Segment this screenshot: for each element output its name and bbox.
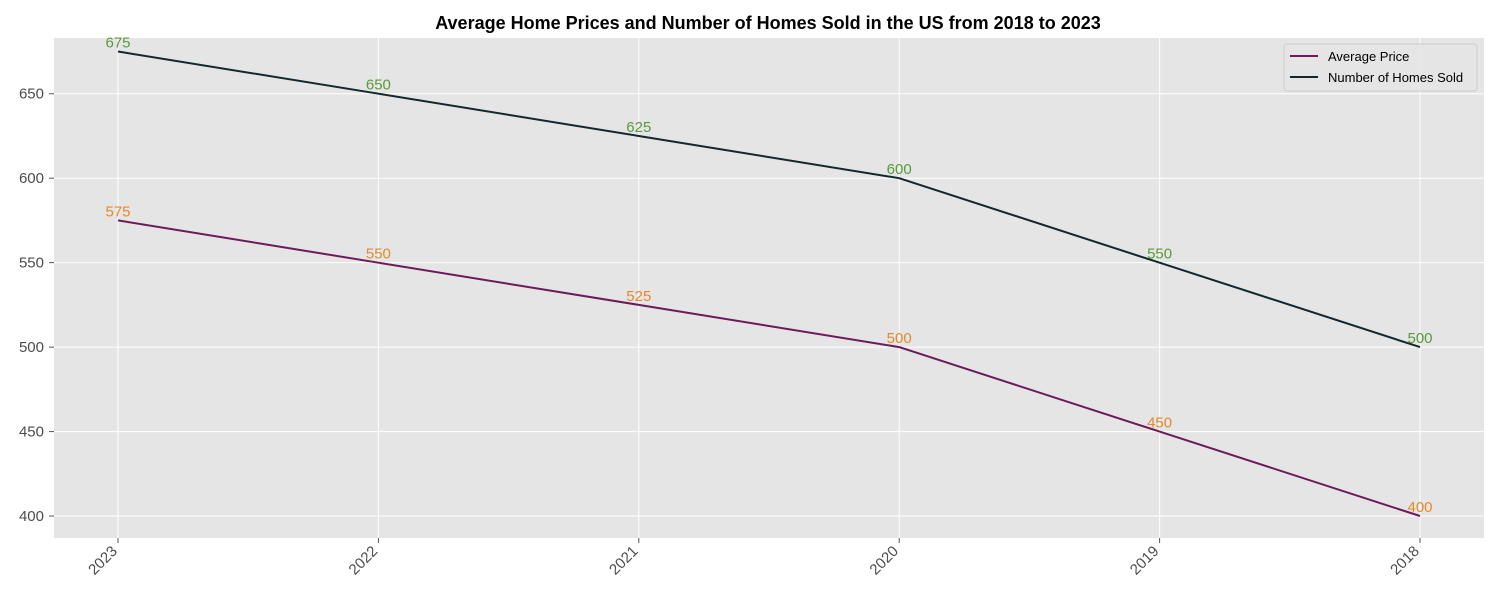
y-axis: 400 450 500 550 600 650	[19, 86, 54, 525]
data-label: 550	[1147, 246, 1172, 263]
data-label: 625	[626, 119, 651, 136]
legend-label-0: Average Price	[1328, 49, 1409, 64]
y-tick-label: 650	[19, 86, 44, 103]
legend-box	[1283, 43, 1478, 92]
data-label: 650	[366, 77, 391, 94]
legend-label-1: Number of Homes Sold	[1328, 70, 1463, 85]
y-tick-label: 600	[19, 170, 44, 187]
x-tick-label: 2023	[85, 543, 121, 579]
data-label: 450	[1147, 415, 1172, 432]
data-labels: 575 550 525 500 450 400 675 650 625 600 550 500	[105, 35, 1432, 517]
y-tick-label: 400	[19, 508, 44, 525]
data-label: 675	[105, 35, 130, 52]
series-line-1	[117, 50, 1421, 349]
y-tick-label: 450	[19, 424, 44, 441]
x-tick-label: 2022	[346, 543, 382, 579]
data-label: 400	[1407, 499, 1432, 516]
x-tick-label: 2018	[1387, 543, 1423, 579]
series-lines	[117, 50, 1421, 517]
y-tick-label: 550	[19, 255, 44, 272]
x-axis: 2023 2022 2021 2020 2019 2018	[85, 538, 1423, 578]
plot-area	[54, 38, 1484, 538]
data-label: 600	[887, 161, 912, 178]
x-tick-label: 2019	[1127, 543, 1163, 579]
chart-title: Average Home Prices and Number of Homes …	[435, 13, 1101, 33]
x-tick-label: 2020	[866, 543, 902, 579]
grid-lines	[54, 38, 1484, 538]
data-label: 500	[887, 330, 912, 347]
data-label: 525	[626, 288, 651, 305]
y-tick-label: 500	[19, 339, 44, 356]
data-label: 575	[105, 203, 130, 220]
data-label: 500	[1407, 330, 1432, 347]
series-line-0	[117, 219, 1421, 517]
data-label: 550	[366, 246, 391, 263]
legend: Average Price Number of Homes Sold	[1283, 43, 1478, 92]
x-tick-label: 2021	[606, 543, 642, 579]
